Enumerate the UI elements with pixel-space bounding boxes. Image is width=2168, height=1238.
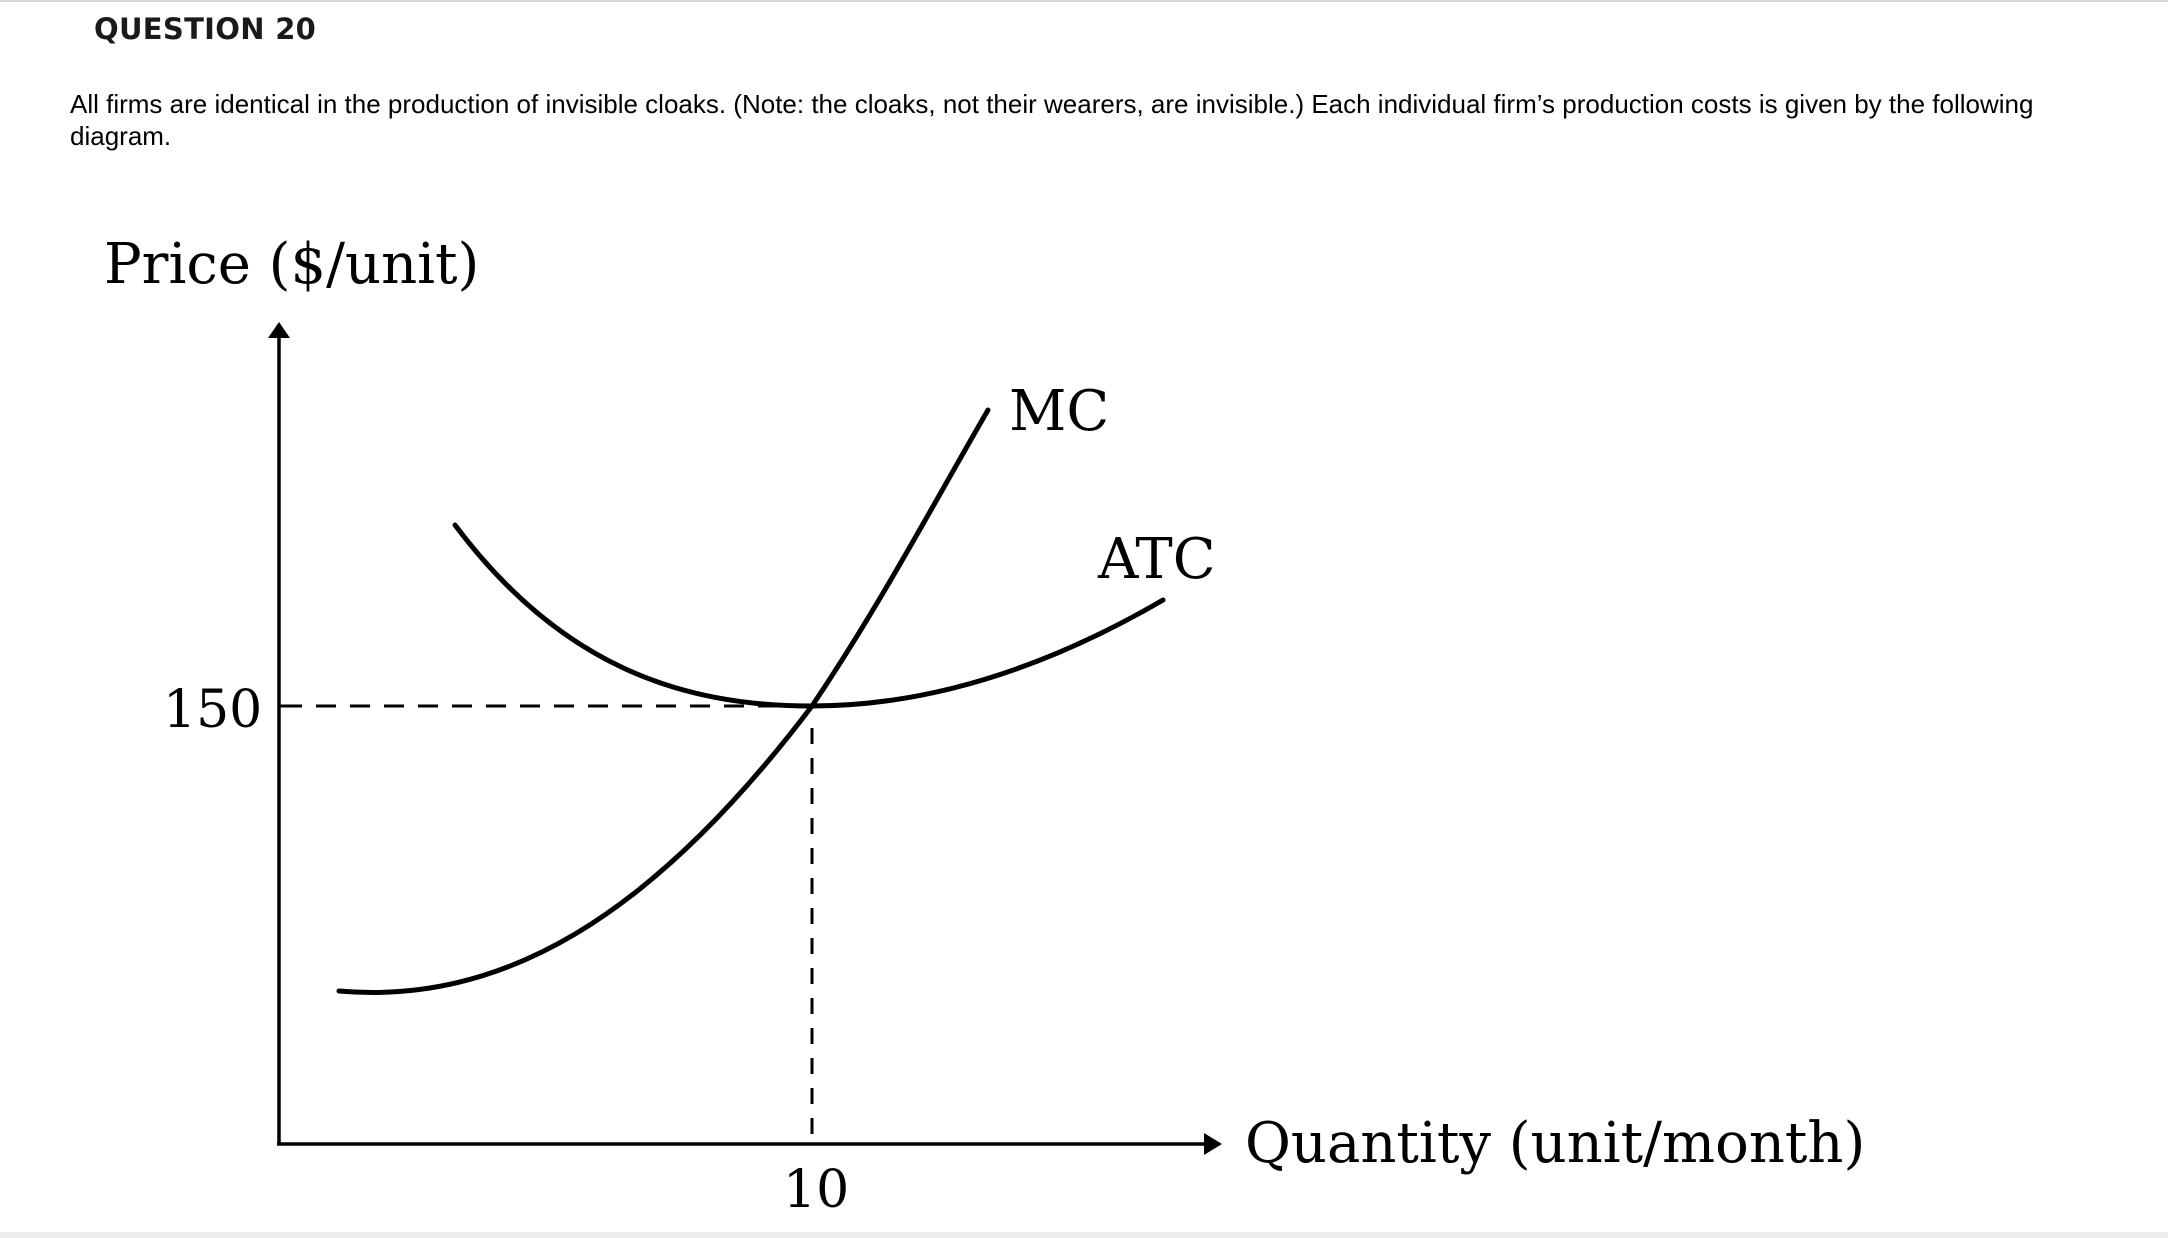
question-text: All firms are identical in the productio…: [70, 89, 2034, 151]
x-axis-label: Quantity (unit/month): [1245, 1111, 1865, 1176]
atc-curve-label: ATC: [1097, 527, 1216, 592]
question-title: QUESTION 20: [94, 12, 317, 46]
atc-curve: [452, 522, 1166, 709]
y-tick-label: 150: [163, 680, 262, 740]
mc-curve-label: MC: [1009, 379, 1109, 444]
x-tick-label: 10: [783, 1160, 849, 1220]
mc-curve: [336, 407, 991, 995]
top-divider: [0, 0, 2168, 2]
y-axis-label: Price ($/unit): [104, 232, 479, 297]
y-axis-arrow-icon: [268, 322, 290, 338]
bottom-divider: [0, 1232, 2168, 1238]
x-axis-arrow-icon: [1204, 1133, 1222, 1155]
